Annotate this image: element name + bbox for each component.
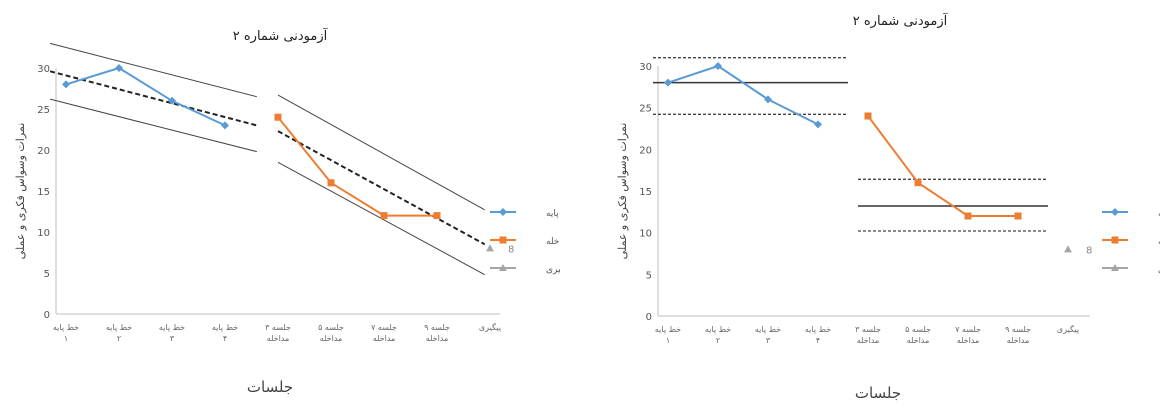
- c1-x-tick-label: جلسه ۹ مداخله: [1005, 325, 1031, 345]
- chart-panel-left: آزمودنی شماره ۲ 0 5 10 15 20 25 30 خط پایه ۱ خط پا…: [0, 0, 576, 405]
- c0-intervention-band-upper: [277, 94, 485, 211]
- c1-x-tick-label: خط پایه ۴: [805, 325, 831, 345]
- chart-panel-right: آزمودنی شماره ۲ 0 5 10 15 20 25 30 خط پایه ۱ خط پا…: [590, 0, 1160, 405]
- chart-left: آزمودنی شماره ۲ 0 5 10 15 20 25 30 خط پایه ۱ خط پا…: [14, 27, 576, 396]
- c0-y-tick-label: 15: [37, 187, 50, 198]
- c1-x-tick-label: پیگیری: [1057, 324, 1079, 334]
- c0-series-0-point: [115, 64, 123, 72]
- c1-series-0-point: [764, 95, 772, 104]
- c0-x-tick-label: خط پایه ۴: [212, 323, 238, 343]
- c0-series-line-0: [65, 66, 226, 127]
- c0-y-tick-label: 30: [37, 64, 50, 75]
- c0-legend-swatch-marker-0: [499, 208, 507, 216]
- c1-x-axis-label: جلسات: [855, 384, 901, 402]
- c0-series-1-point: [327, 179, 335, 187]
- c1-series-1-point: [914, 179, 922, 187]
- c1-legend-label-2: پیگیری: [1158, 263, 1160, 275]
- c0-legend-swatch-marker-2: [499, 264, 507, 271]
- c1-legend-swatch-marker-2: [1111, 264, 1119, 271]
- c0-legend-label-0: خط پایه: [546, 209, 560, 219]
- c0-x-tick-label: پیگیری: [479, 322, 501, 332]
- c1-x-tick-label: جلسه ۵ مداخله: [905, 325, 931, 345]
- c0-legend-label-2: پیگیری: [546, 263, 560, 275]
- c1-series-1-point: [1014, 212, 1022, 220]
- c1-series-line-1: [867, 115, 1018, 217]
- c1-y-tick-label: 0: [646, 312, 652, 323]
- c1-series-2-point: [1064, 245, 1072, 253]
- c0-series-0-point: [221, 121, 229, 130]
- c0-series-0-point: [168, 96, 176, 105]
- c1-x-tick-label: خط پایه ۳: [755, 325, 781, 345]
- c0-series-1-point: [380, 212, 388, 220]
- c1-legend-swatch-marker-0: [1111, 208, 1119, 216]
- c1-chart-title: آزمودنی شماره ۲: [853, 12, 949, 29]
- c0-x-tick-label: خط پایه ۳: [159, 323, 185, 343]
- c1-series-1-point: [964, 212, 972, 220]
- c1-legend-label-0: خط پایه: [1158, 209, 1160, 219]
- c1-legend-swatch-marker-1: [1111, 236, 1119, 244]
- c0-x-tick-label: جلسه ۹ مداخله: [424, 323, 450, 343]
- c0-chart-title: آزمودنی شماره ۲: [233, 27, 329, 44]
- c0-series-0-point: [62, 80, 70, 89]
- c1-series-line-0: [667, 64, 819, 126]
- c1-y-tick-label: 25: [639, 104, 652, 115]
- c1-x-tick-label: جلسه ۳ مداخله: [855, 325, 881, 345]
- c0-baseline-band-upper: [49, 42, 257, 98]
- c1-y-axis-label: نمرات وسواس فکری و عملی: [616, 123, 629, 260]
- c0-series-line-1: [277, 116, 437, 217]
- c0-y-tick-label: 10: [37, 228, 50, 239]
- c1-y-tick-label: 15: [639, 187, 652, 198]
- c0-series-1-point: [274, 113, 282, 121]
- c0-x-tick-label: خط پایه ۲: [106, 323, 132, 343]
- c1-y-tick-label: 20: [639, 145, 652, 156]
- c1-x-tick-label: خط پایه ۱: [655, 325, 681, 345]
- c1-x-tick-label: جلسه ۷ مداخله: [955, 325, 981, 345]
- c1-series-0-point: [714, 62, 722, 70]
- c0-baseline-band-lower: [49, 98, 257, 153]
- c1-series-1-point: [864, 112, 872, 120]
- c0-x-tick-label: جلسه ۵ مداخله: [318, 323, 344, 343]
- c1-y-tick-label: 10: [639, 229, 652, 240]
- c0-followup-data-label: 8: [508, 244, 514, 255]
- c0-legend-label-1: مداخله: [546, 237, 560, 247]
- c1-series-0-point: [664, 78, 672, 87]
- c0-x-tick-label: جلسه ۳ مداخله: [265, 323, 291, 343]
- c0-intervention-trend-line: [277, 130, 486, 246]
- c0-x-axis-label: جلسات: [247, 378, 293, 396]
- c1-series-0-point: [814, 120, 822, 129]
- c0-baseline-trend-line: [49, 70, 258, 127]
- c1-y-tick-label: 30: [639, 62, 652, 73]
- c1-legend-label-1: مداخله: [1158, 237, 1160, 247]
- c1-followup-data-label: 8: [1086, 245, 1092, 256]
- c0-y-tick-label: 5: [44, 269, 50, 280]
- c1-x-tick-label: خط پایه ۲: [705, 325, 731, 345]
- c0-y-tick-label: 20: [37, 146, 50, 157]
- c1-y-tick-label: 5: [646, 270, 652, 281]
- c0-x-tick-label: جلسه ۷ مداخله: [371, 323, 397, 343]
- chart-right: آزمودنی شماره ۲ 0 5 10 15 20 25 30 خط پایه ۱ خط پا…: [616, 12, 1160, 402]
- c0-x-tick-label: خط پایه ۱: [53, 323, 79, 343]
- c0-series-1-point: [433, 212, 441, 220]
- c0-legend-swatch-marker-1: [499, 236, 507, 244]
- c0-y-axis-label: نمرات وسواس فکری و عملی: [14, 123, 27, 260]
- c0-y-tick-label: 25: [37, 105, 50, 116]
- c0-y-tick-label: 0: [44, 310, 50, 321]
- c0-series-2-point: [486, 244, 494, 252]
